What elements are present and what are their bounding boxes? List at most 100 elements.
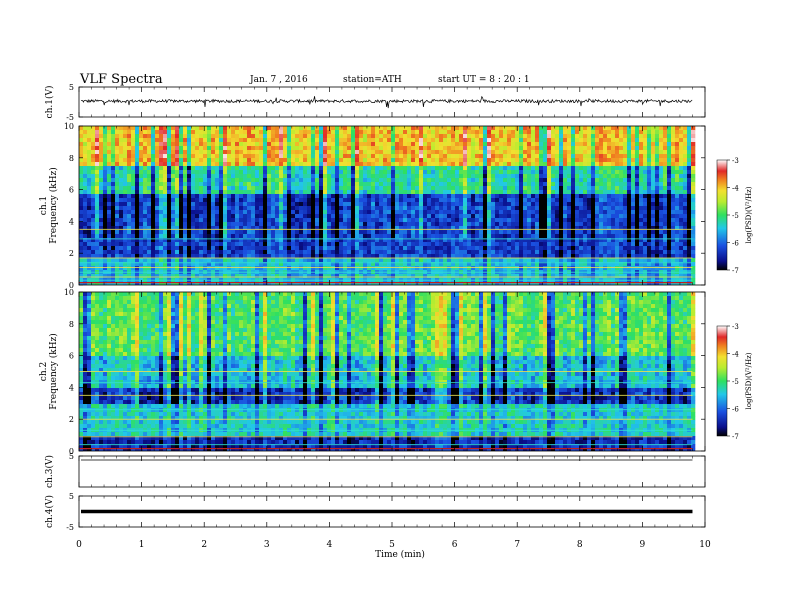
spectrogram-cell <box>363 218 368 223</box>
spectrogram-cell <box>179 230 184 235</box>
spectrogram-cell <box>311 238 316 243</box>
spectrogram-cell <box>243 166 248 171</box>
spectrogram-cell <box>255 262 260 267</box>
spectrogram-cell <box>447 166 452 171</box>
spectrogram-cell <box>487 246 492 251</box>
spectrogram-cell <box>79 206 84 211</box>
spectrogram-cell <box>443 154 448 159</box>
spectrogram-cell <box>99 130 104 135</box>
spectrogram-cell <box>167 138 172 143</box>
spectrogram-cell <box>219 126 224 131</box>
spectrogram-cell <box>423 214 428 219</box>
spectrogram-cell <box>211 134 216 139</box>
spectrogram-cell <box>91 198 96 203</box>
spectrogram-cell <box>343 158 348 163</box>
spectrogram-cell <box>223 126 228 131</box>
spectrogram-cell <box>267 146 272 151</box>
spectrogram-cell <box>207 174 212 179</box>
spectrogram-cell <box>255 150 260 155</box>
spectrogram-cell <box>163 142 168 147</box>
spectrogram-cell <box>203 134 208 139</box>
spectrogram-cell <box>163 246 168 251</box>
spectrogram-cell <box>275 146 280 151</box>
spectrogram-cell <box>563 190 568 195</box>
spectrogram-cell <box>267 190 272 195</box>
spectrogram-cell <box>415 218 420 223</box>
spectrogram-cell <box>247 150 252 155</box>
spectrogram-cell <box>275 178 280 183</box>
spectrogram-cell <box>351 242 356 247</box>
spectrogram-cell <box>471 214 476 219</box>
spectrogram-cell <box>155 234 160 239</box>
spectrogram-cell <box>447 206 452 211</box>
spectrogram-cell <box>167 226 172 231</box>
spectrogram-cell <box>267 258 272 263</box>
spectrogram-cell <box>319 274 324 279</box>
spectrogram-cell <box>483 210 488 215</box>
spectrogram-cell <box>91 206 96 211</box>
spectrogram-cell <box>255 146 260 151</box>
spectrogram-cell <box>487 166 492 171</box>
spectrogram-cell <box>83 226 88 231</box>
spectrogram-cell <box>279 178 284 183</box>
spectrogram-cell <box>395 198 400 203</box>
spectrogram-cell <box>283 202 288 207</box>
spectrogram-cell <box>487 194 492 199</box>
spectrogram-cell <box>419 130 424 135</box>
spectrogram-cell <box>111 230 116 235</box>
spectrogram-cell <box>531 150 536 155</box>
spectrogram-cell <box>251 226 256 231</box>
spectrogram-cell <box>207 214 212 219</box>
spectrogram-cell <box>335 162 340 167</box>
spectrogram-cell <box>299 182 304 187</box>
spectrogram-cell <box>167 206 172 211</box>
spectrogram-cell <box>439 230 444 235</box>
spectrogram-cell <box>215 190 220 195</box>
spectrogram-cell <box>191 166 196 171</box>
spectrogram-cell <box>431 262 436 267</box>
spectrogram-cell <box>263 222 268 227</box>
spectrogram-cell <box>479 198 484 203</box>
spectrogram-cell <box>151 238 156 243</box>
spectrogram-cell <box>491 198 496 203</box>
spectrogram-cell <box>83 146 88 151</box>
spectrogram-cell <box>335 194 340 199</box>
spectrogram-cell <box>299 250 304 255</box>
spectrogram-cell <box>523 166 528 171</box>
spectrogram-cell <box>431 242 436 247</box>
spectrogram-cell <box>223 234 228 239</box>
spectrogram-cell <box>87 218 92 223</box>
spectrogram-cell <box>355 274 360 279</box>
spectrogram-cell <box>95 146 100 151</box>
spectrogram-cell <box>379 202 384 207</box>
spectrogram-cell <box>491 246 496 251</box>
spectrogram-cell <box>511 218 516 223</box>
spectrogram-cell <box>351 154 356 159</box>
spectrogram-cell <box>455 126 460 131</box>
spectrogram-cell <box>467 262 472 267</box>
spectrogram-cell <box>119 262 124 267</box>
spectrogram-cell <box>523 234 528 239</box>
spectrogram-cell <box>527 206 532 211</box>
spectrogram-cell <box>455 282 460 285</box>
spectrogram-cell <box>251 150 256 155</box>
spectrogram-cell <box>263 190 268 195</box>
ch1-trace <box>80 95 693 109</box>
spectrogram-cell <box>203 238 208 243</box>
spectrogram-cell <box>191 178 196 183</box>
spectrogram-cell <box>83 274 88 279</box>
spectrogram-cell <box>103 282 108 285</box>
spectrogram-cell <box>95 174 100 179</box>
spectrogram-cell <box>151 282 156 285</box>
spectrogram-cell <box>471 254 476 259</box>
spectrogram-cell <box>95 246 100 251</box>
spectrogram-cell <box>403 174 408 179</box>
spectrogram-cell <box>247 178 252 183</box>
spectrogram-cell <box>511 174 516 179</box>
spectrogram-cell <box>287 166 292 171</box>
spectrogram-cell <box>327 258 332 263</box>
spectrogram-cell <box>463 266 468 271</box>
spectrogram-cell <box>435 250 440 255</box>
spectrogram-cell <box>303 134 308 139</box>
spectrogram-cell <box>279 254 284 259</box>
